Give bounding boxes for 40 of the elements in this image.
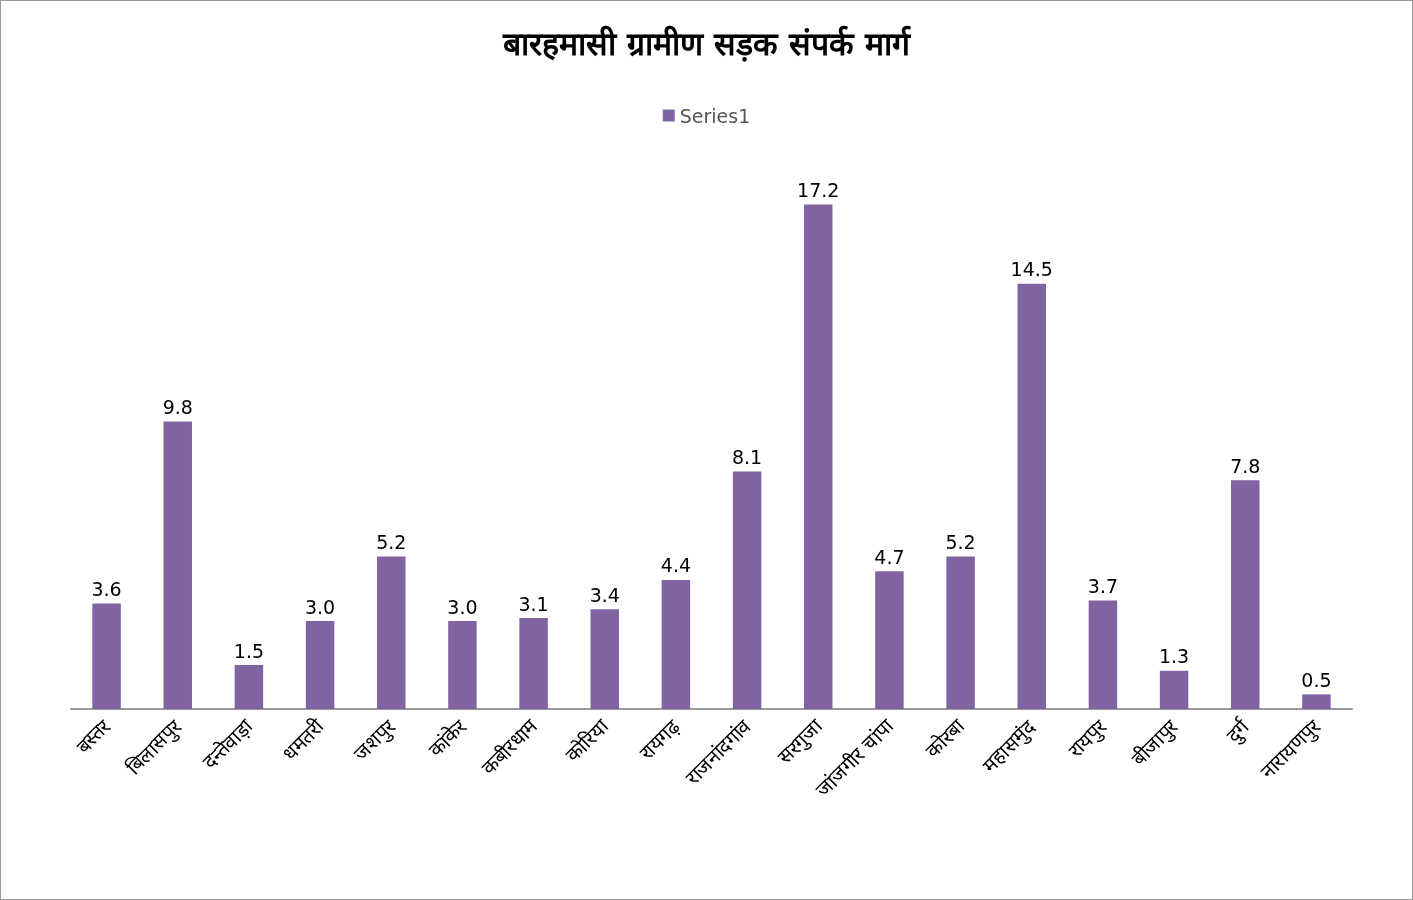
x-tick-label: दुर्ग [1221,713,1256,748]
bar [519,618,548,709]
data-label: 3.0 [304,595,336,618]
bar [377,556,406,709]
bar [590,609,619,709]
x-tick-label: बस्तर [71,713,116,759]
bar [305,621,335,709]
data-label: 3.6 [91,577,122,600]
bar [92,603,121,709]
bar [1231,480,1260,709]
data-label: 8.1 [731,445,763,468]
data-label: 9.8 [162,396,193,419]
bar [1302,694,1331,709]
data-label: 14.5 [1010,258,1053,281]
data-label: 0.5 [1301,668,1332,691]
data-label: 4.4 [660,554,692,577]
data-label: 4.7 [874,545,905,568]
bar [804,204,833,709]
data-label: 17.2 [797,178,840,201]
legend-label: Series1 [679,104,751,127]
data-label: 3.4 [589,583,620,606]
data-label: 3.1 [518,592,549,615]
data-label: 3.7 [1087,574,1119,597]
bar [1088,600,1118,709]
bar [1159,670,1189,709]
bar [234,665,264,709]
bar [946,556,975,709]
data-label: 5.2 [376,530,407,553]
data-label: 7.8 [1230,454,1261,477]
bar [1017,283,1046,709]
bar [875,571,904,709]
data-label: 1.5 [233,639,265,662]
bar [732,471,762,709]
bar [448,621,477,709]
data-label: 5.2 [945,530,976,553]
bar [661,579,691,709]
chart-title: बारहमासी ग्रामीण सड़क संपर्क मार्ग [501,25,912,63]
bar [163,421,192,709]
data-label: 3.0 [447,595,478,618]
data-label: 1.3 [1158,645,1190,668]
